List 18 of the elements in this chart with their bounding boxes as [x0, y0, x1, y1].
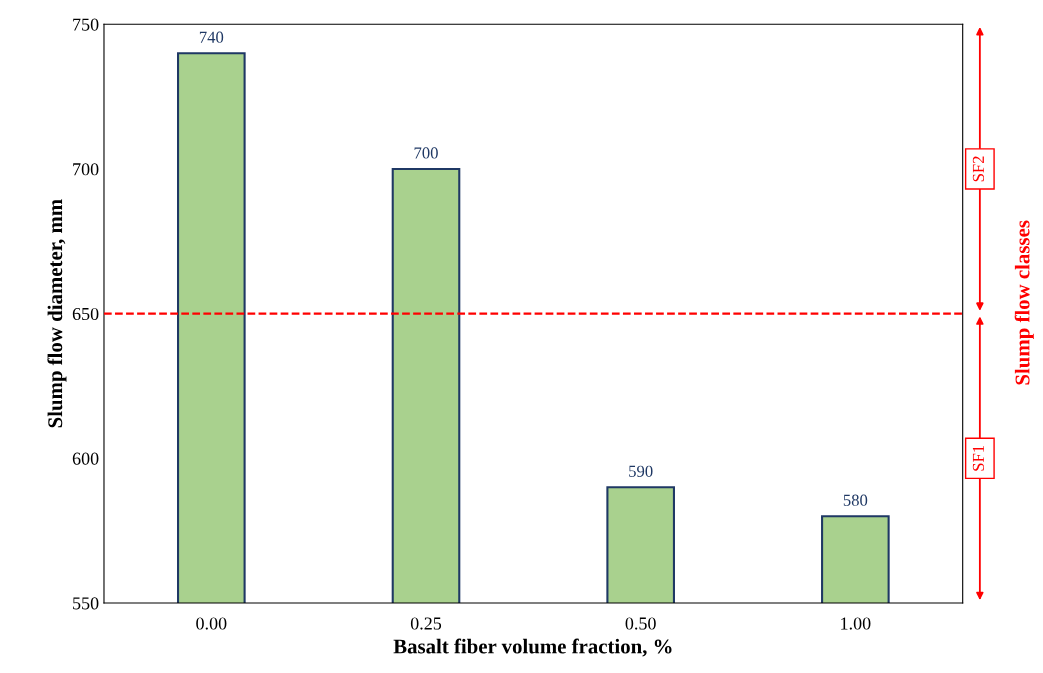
y-tick-label: 600	[72, 452, 99, 465]
y-tick-label: 700	[73, 163, 99, 176]
data-label: 700	[414, 147, 438, 159]
x-tick-label: 1.00	[841, 617, 871, 630]
data-label: 580	[843, 494, 868, 506]
y-tick-label: 550	[73, 597, 99, 610]
data-label: 740	[199, 31, 224, 43]
x-tick-label: 0.25	[410, 617, 442, 630]
data-label: 590	[629, 465, 653, 477]
x-tick-label: 0.50	[625, 617, 656, 630]
text: Slump flow classes	[1014, 220, 1034, 385]
y-tick-label: 750	[73, 18, 99, 31]
annotation: SF1	[972, 445, 985, 471]
y-axis-title: Slump flow diameter, mm	[47, 199, 67, 428]
x-axis-title: Basalt fiber volume fraction, %	[393, 638, 672, 657]
annotation: SF2	[972, 156, 985, 182]
y-tick-label: 650	[72, 307, 99, 321]
x-tick-label: 0.00	[196, 617, 227, 630]
